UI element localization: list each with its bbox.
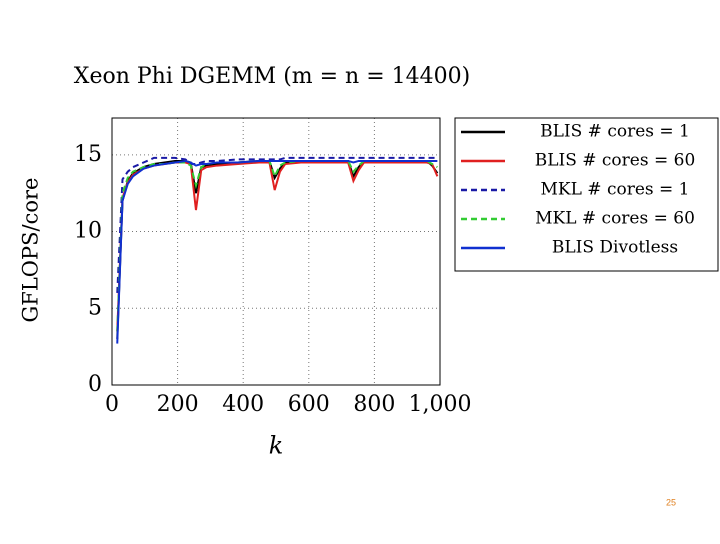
legend-box [454, 117, 719, 272]
legend-label: BLIS # cores = 1 [540, 122, 690, 142]
y-tick-label: 10 [74, 219, 102, 244]
series-line [116, 156, 438, 293]
legend-label: MKL # cores = 60 [535, 209, 695, 229]
x-tick-label: 200 [157, 392, 199, 417]
x-tick-label: 800 [353, 392, 395, 417]
y-tick-label: 15 [74, 142, 102, 167]
x-tick-label: 1,000 [409, 392, 472, 417]
series-line [116, 161, 439, 332]
x-tick-label: 600 [288, 392, 330, 417]
series-line [116, 159, 438, 344]
y-axis-label: GFLOPS/core [19, 178, 43, 323]
chart-title: Xeon Phi DGEMM (m = n = 14400) [74, 64, 470, 89]
plot-frame [111, 117, 441, 386]
y-tick-label: 5 [88, 295, 102, 320]
x-axis-label: k [269, 432, 284, 460]
legend-label: MKL # cores = 1 [541, 180, 690, 200]
x-tick-label: 400 [222, 392, 264, 417]
y-tick-label: 0 [88, 372, 102, 397]
legend-label: BLIS # cores = 60 [535, 151, 696, 171]
x-tick-label: 0 [105, 392, 119, 417]
series-line [116, 159, 438, 332]
page-number: 25 [666, 497, 676, 507]
legend-label: BLIS Divotless [552, 238, 678, 258]
series-line [116, 159, 439, 340]
